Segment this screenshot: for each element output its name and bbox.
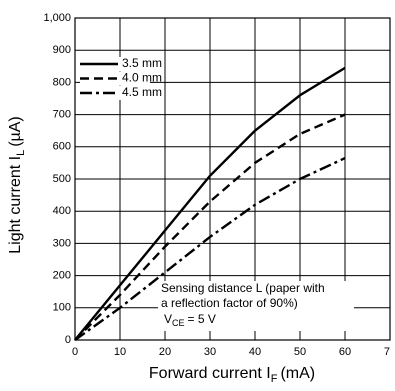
series-line [74, 156, 346, 341]
y-tick-label: 300 [53, 237, 71, 249]
y-tick-label: 200 [53, 270, 71, 282]
x-label-sub: F [271, 373, 278, 385]
x-tick-label: 40 [249, 346, 261, 358]
series-line [74, 66, 346, 341]
y-tick-label: 900 [53, 44, 71, 56]
x-tick-label: 0 [72, 346, 78, 358]
x-tick-label: 30 [204, 346, 216, 358]
condition-text: = 5 V [188, 312, 216, 326]
plot-frame [74, 17, 391, 341]
x-tick-label: 50 [294, 346, 306, 358]
x-label-unit: (mA) [280, 365, 315, 382]
y-tick-label: 700 [53, 109, 71, 121]
annotation: Sensing distance L (paper with [161, 281, 325, 295]
y-tick-label: 600 [53, 141, 71, 153]
condition-symbol: V [164, 312, 172, 326]
x-tick-label: 10 [114, 346, 126, 358]
y-tick-label: 1,000 [43, 12, 71, 24]
y-axis-label: Light current IL (µA) [7, 116, 27, 254]
legend-label: 4.5 mm [122, 85, 162, 99]
y-tick-label: 0 [65, 334, 71, 346]
x-axis-label: Forward current IF (mA) [149, 365, 315, 385]
annotation-bg [158, 281, 354, 331]
y-label-text: Light current I [7, 156, 24, 254]
series-line [74, 113, 346, 341]
x-tick-label: 20 [159, 346, 171, 358]
annotation: a reflection factor of 90%) [161, 296, 298, 310]
y-tick-label: 100 [53, 302, 71, 314]
legend-label: 3.5 mm [122, 56, 162, 70]
x-tick-label: 60 [339, 346, 351, 358]
x-tick-label: 7 [384, 346, 390, 358]
y-tick-label: 800 [53, 76, 71, 88]
legend-label: 4.0 mm [122, 71, 162, 85]
condition-sub: CE [172, 318, 185, 328]
y-label-unit: (µA) [7, 116, 24, 147]
x-label-text: Forward current I [149, 365, 271, 382]
condition: VCE = 5 V [164, 312, 216, 328]
y-tick-label: 400 [53, 205, 71, 217]
y-label-sub: L [15, 150, 27, 156]
y-tick-label: 500 [53, 173, 71, 185]
